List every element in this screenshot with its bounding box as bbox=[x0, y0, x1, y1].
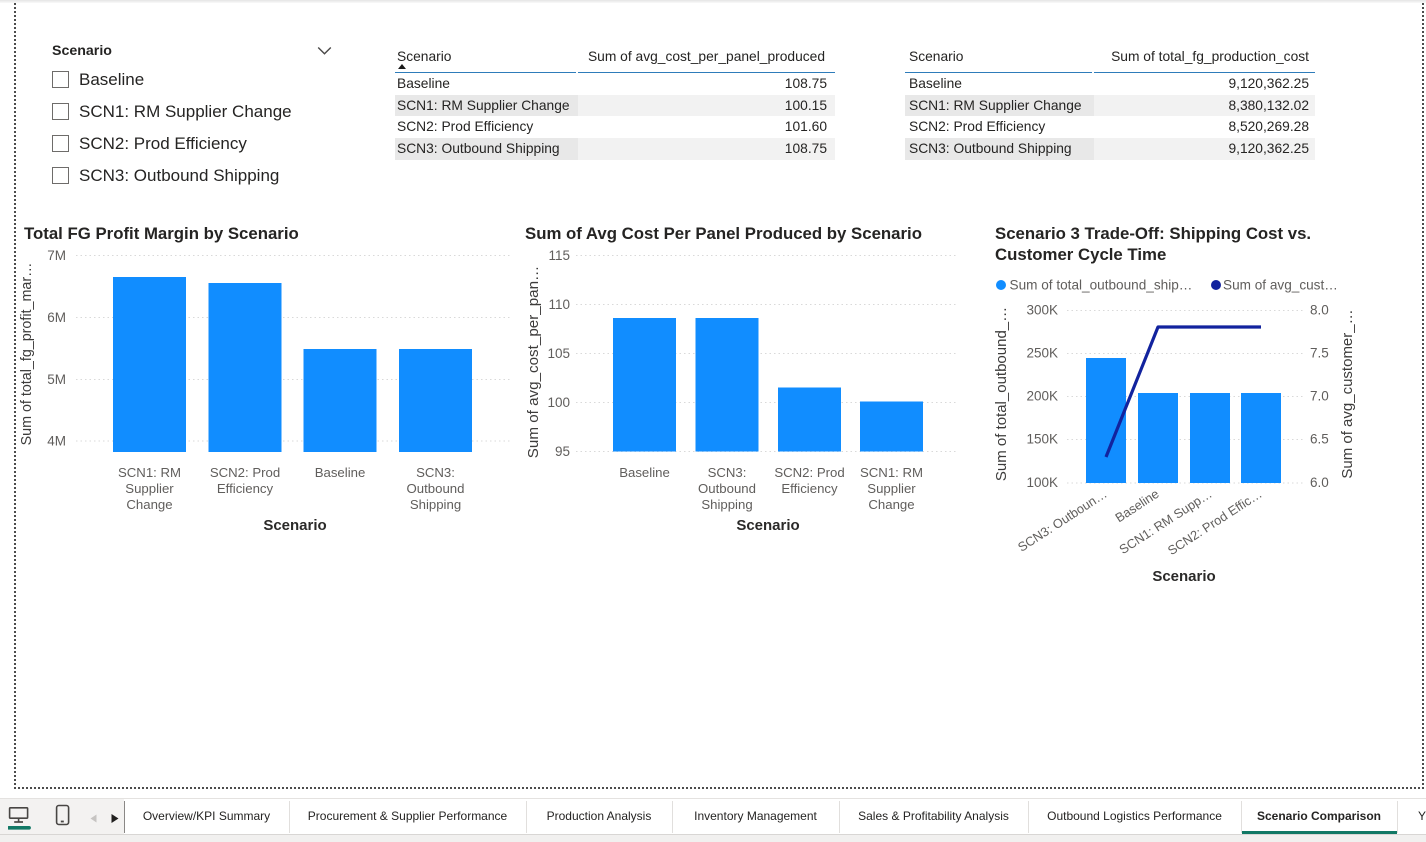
svg-text:100: 100 bbox=[547, 395, 570, 410]
svg-text:Sum of avg_customer_…: Sum of avg_customer_… bbox=[1339, 309, 1356, 478]
svg-text:SCN3:: SCN3: bbox=[416, 465, 455, 480]
svg-text:Sum of total_outbound_ship…: Sum of total_outbound_ship… bbox=[1010, 278, 1193, 293]
svg-text:Customer Cycle Time: Customer Cycle Time bbox=[995, 245, 1166, 264]
svg-text:Sum of Avg Cost Per Panel Prod: Sum of Avg Cost Per Panel Produced by Sc… bbox=[525, 224, 922, 243]
svg-text:200K: 200K bbox=[1026, 389, 1058, 404]
svg-text:SCN2: Prod Effic…: SCN2: Prod Effic… bbox=[1165, 486, 1265, 558]
svg-text:6M: 6M bbox=[47, 310, 66, 325]
svg-text:5M: 5M bbox=[47, 372, 66, 387]
svg-text:Change: Change bbox=[126, 497, 172, 512]
svg-text:7.5: 7.5 bbox=[1310, 346, 1329, 361]
svg-text:Total FG Profit Margin by Scen: Total FG Profit Margin by Scenario bbox=[24, 224, 299, 243]
svg-text:150K: 150K bbox=[1026, 432, 1058, 447]
svg-text:Outbound: Outbound bbox=[698, 481, 756, 496]
svg-text:105: 105 bbox=[547, 346, 570, 361]
svg-text:Scenario: Scenario bbox=[1152, 568, 1215, 585]
svg-text:95: 95 bbox=[555, 444, 570, 459]
svg-text:7.0: 7.0 bbox=[1310, 389, 1329, 404]
svg-text:Scenario 3 Trade-Off: Shipping: Scenario 3 Trade-Off: Shipping Cost vs. bbox=[995, 224, 1311, 243]
svg-text:Shipping: Shipping bbox=[701, 497, 752, 512]
svg-text:4M: 4M bbox=[47, 434, 66, 449]
svg-text:Sum of avg_cust…: Sum of avg_cust… bbox=[1223, 278, 1338, 293]
svg-text:SCN2: Prod: SCN2: Prod bbox=[210, 465, 280, 480]
svg-text:300K: 300K bbox=[1026, 303, 1058, 318]
svg-text:Scenario: Scenario bbox=[736, 517, 799, 534]
svg-text:SCN3: Outboun…: SCN3: Outboun… bbox=[1015, 486, 1110, 555]
svg-text:SCN1: RM: SCN1: RM bbox=[118, 465, 181, 480]
svg-text:Supplier: Supplier bbox=[125, 481, 174, 496]
svg-text:110: 110 bbox=[548, 297, 570, 312]
svg-text:Sum of total_outbound_…: Sum of total_outbound_… bbox=[993, 307, 1010, 481]
svg-text:Change: Change bbox=[868, 497, 914, 512]
svg-text:Supplier: Supplier bbox=[867, 481, 916, 496]
svg-text:Sum of avg_cost_per_pan…: Sum of avg_cost_per_pan… bbox=[525, 266, 542, 459]
svg-text:8.0: 8.0 bbox=[1310, 303, 1329, 318]
svg-text:7M: 7M bbox=[47, 248, 66, 263]
svg-text:6.5: 6.5 bbox=[1310, 432, 1329, 447]
svg-text:115: 115 bbox=[548, 248, 570, 263]
svg-text:6.0: 6.0 bbox=[1310, 475, 1329, 490]
svg-text:Sum of total_fg_profit_mar…: Sum of total_fg_profit_mar… bbox=[19, 263, 35, 446]
svg-text:SCN2: Prod: SCN2: Prod bbox=[774, 465, 844, 480]
svg-text:SCN3:: SCN3: bbox=[708, 465, 747, 480]
svg-text:SCN1: RM: SCN1: RM bbox=[860, 465, 923, 480]
svg-text:Baseline: Baseline bbox=[619, 465, 670, 480]
svg-text:100K: 100K bbox=[1026, 475, 1058, 490]
svg-text:Shipping: Shipping bbox=[410, 497, 461, 512]
svg-text:Efficiency: Efficiency bbox=[217, 481, 274, 496]
svg-text:250K: 250K bbox=[1026, 346, 1058, 361]
svg-text:Baseline: Baseline bbox=[315, 465, 366, 480]
svg-text:Scenario: Scenario bbox=[263, 517, 326, 534]
svg-text:Efficiency: Efficiency bbox=[781, 481, 838, 496]
svg-text:Outbound: Outbound bbox=[407, 481, 465, 496]
